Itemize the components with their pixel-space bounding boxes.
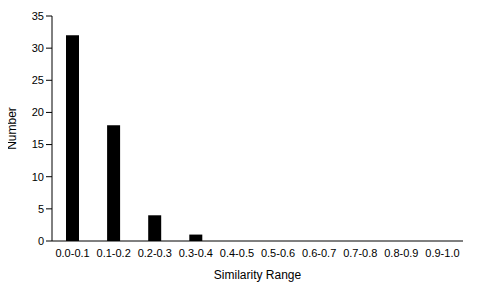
svg-text:0.4-0.5: 0.4-0.5 — [220, 247, 254, 259]
svg-text:5: 5 — [38, 203, 44, 215]
svg-text:0.5-0.6: 0.5-0.6 — [261, 247, 295, 259]
svg-text:0.2-0.3: 0.2-0.3 — [138, 247, 172, 259]
svg-text:10: 10 — [32, 171, 44, 183]
svg-text:0.8-0.9: 0.8-0.9 — [384, 247, 418, 259]
svg-text:0.7-0.8: 0.7-0.8 — [343, 247, 377, 259]
svg-text:0.9-1.0: 0.9-1.0 — [425, 247, 459, 259]
svg-text:15: 15 — [32, 138, 44, 150]
svg-text:0.3-0.4: 0.3-0.4 — [179, 247, 213, 259]
svg-text:0.6-0.7: 0.6-0.7 — [302, 247, 336, 259]
svg-text:20: 20 — [32, 106, 44, 118]
svg-text:Similarity Range: Similarity Range — [214, 268, 302, 282]
svg-text:35: 35 — [32, 10, 44, 22]
svg-text:25: 25 — [32, 74, 44, 86]
svg-text:0.0-0.1: 0.0-0.1 — [55, 247, 89, 259]
svg-text:0: 0 — [38, 235, 44, 247]
svg-text:Number: Number — [8, 107, 19, 150]
svg-text:30: 30 — [32, 42, 44, 54]
svg-text:0.1-0.2: 0.1-0.2 — [97, 247, 131, 259]
